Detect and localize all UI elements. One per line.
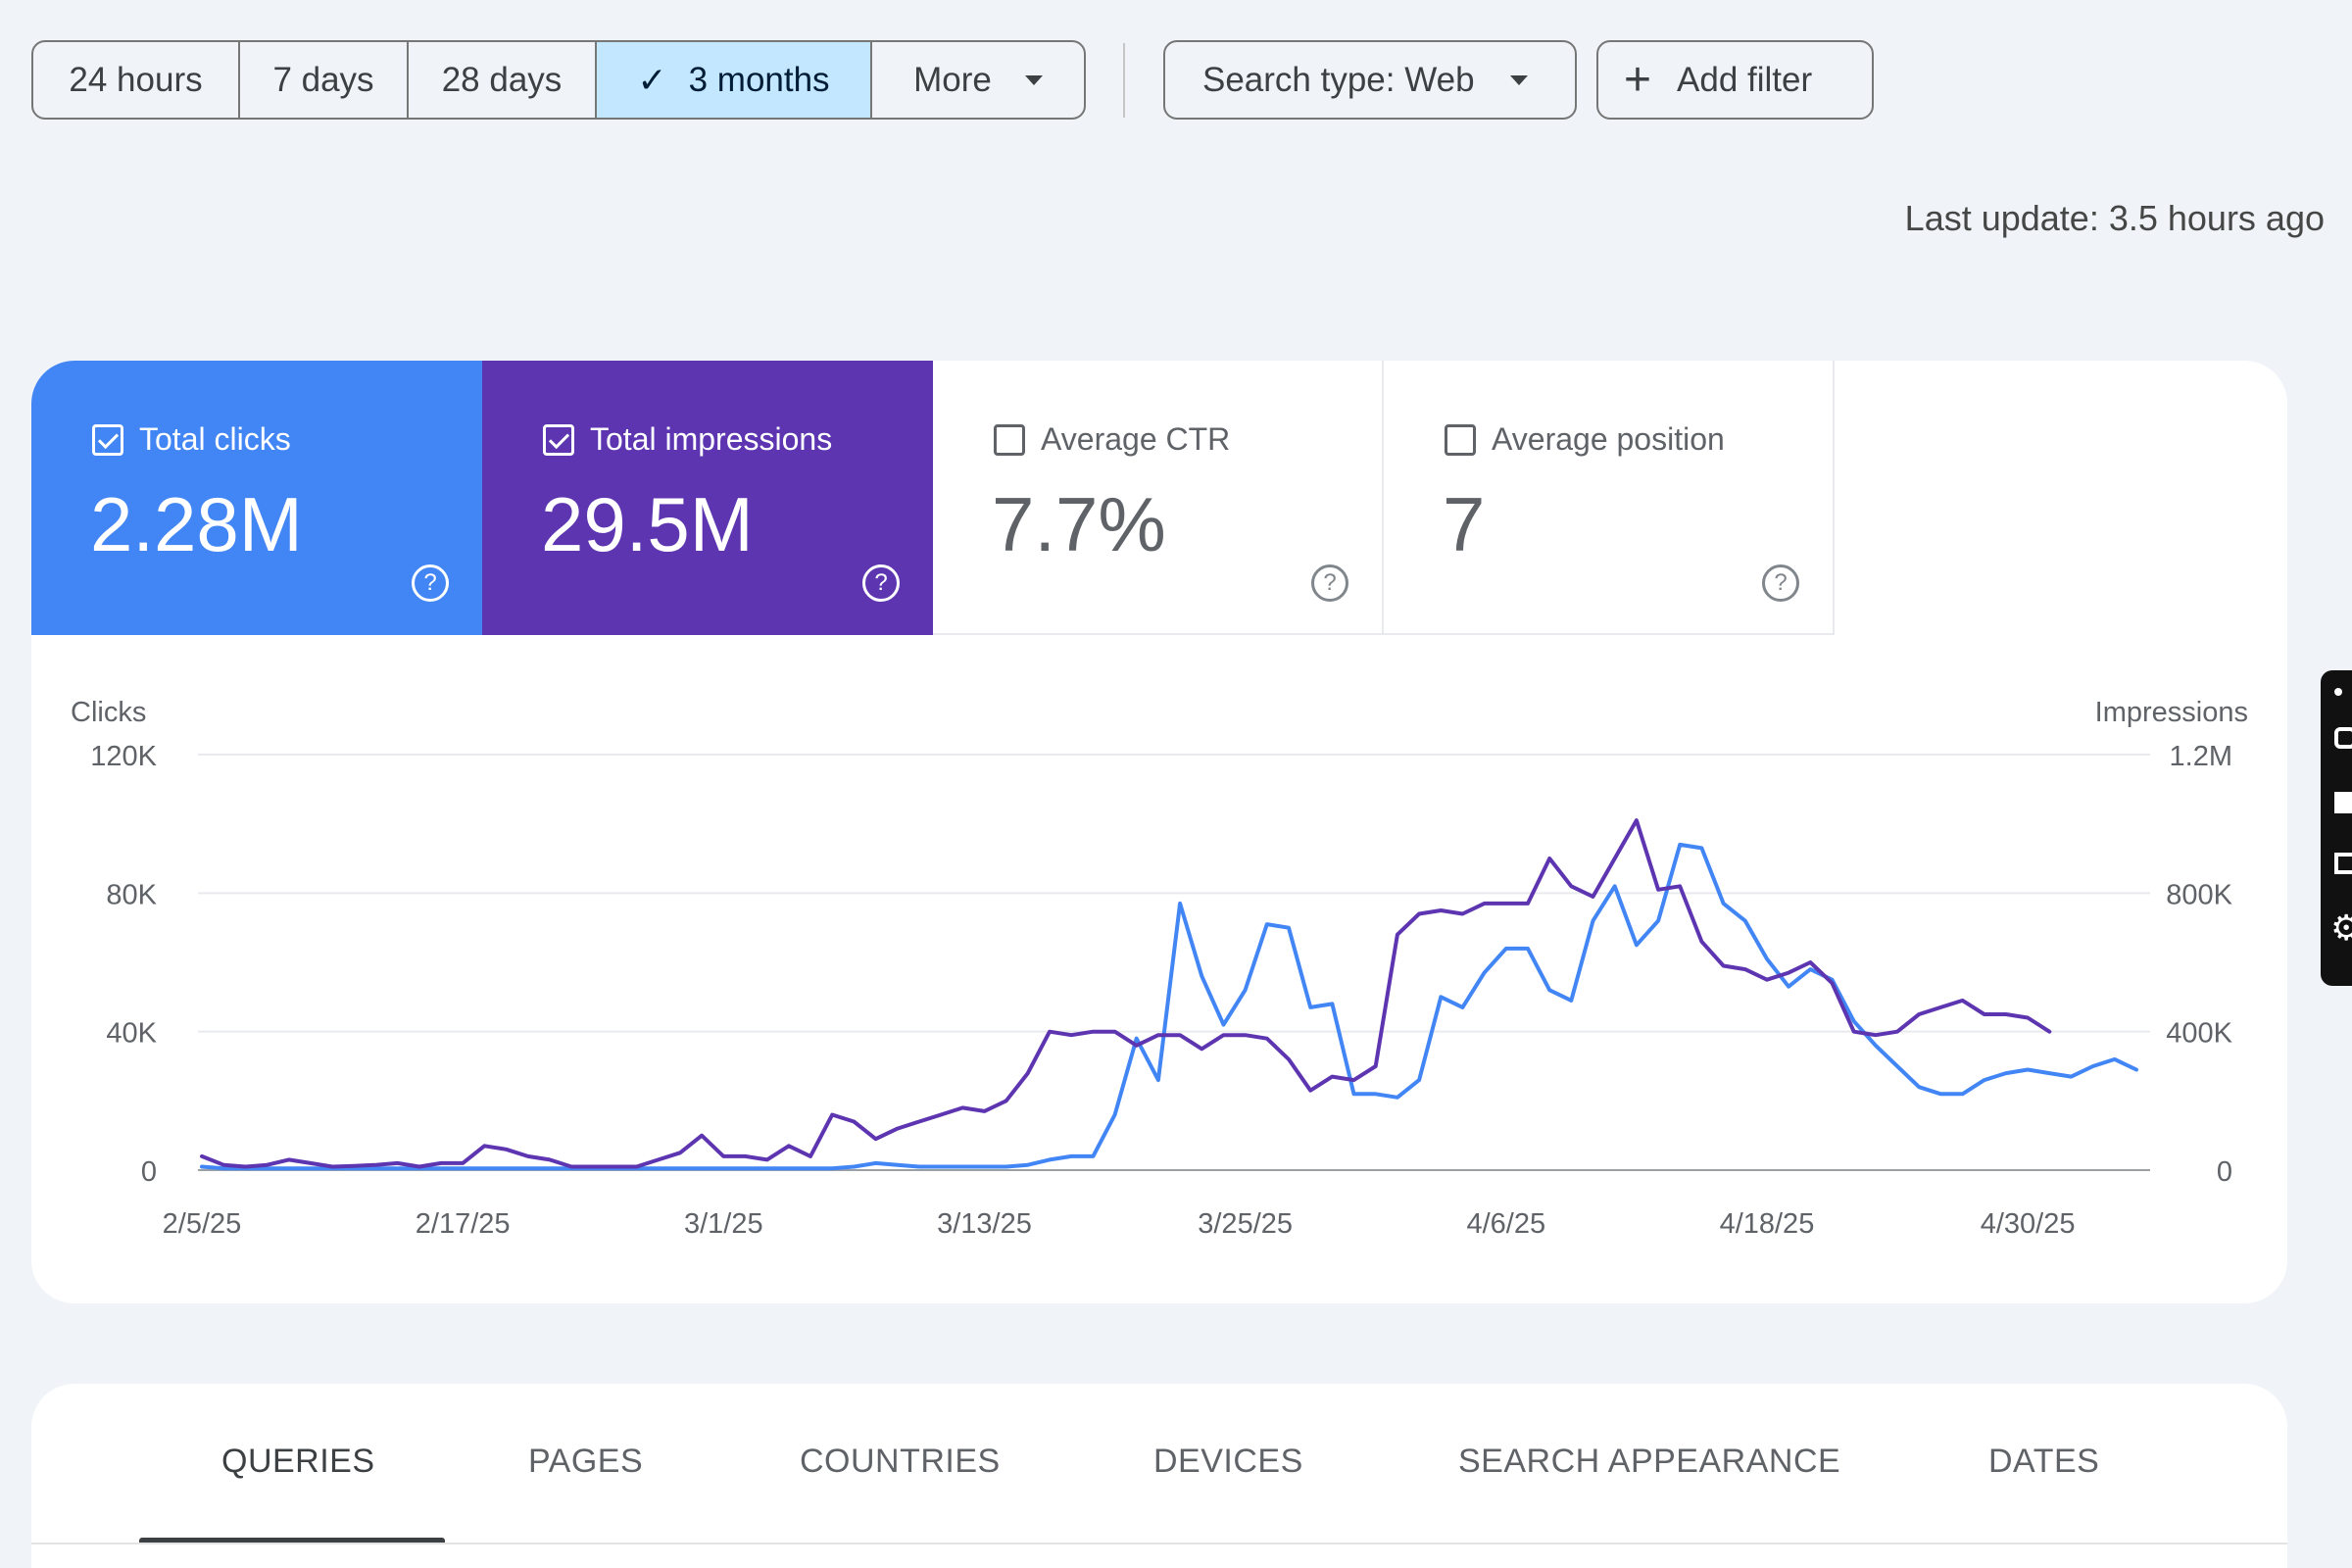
tabs-divider xyxy=(31,1543,2287,1544)
range-label: 7 days xyxy=(272,60,374,99)
metric-value: 2.28M xyxy=(90,481,303,567)
metric-label: Total impressions xyxy=(590,421,833,457)
range-label: More xyxy=(913,60,992,99)
range-label: 3 months xyxy=(688,60,830,99)
y-tick-label-left: 40K xyxy=(106,1018,157,1050)
tab-queries[interactable]: QUERIES xyxy=(221,1443,375,1480)
caret-down-icon xyxy=(1024,74,1043,85)
x-tick-label: 3/1/25 xyxy=(684,1208,763,1240)
y-tick-label-right: 1.2M xyxy=(2170,741,2232,772)
help-icon[interactable]: ? xyxy=(1311,564,1348,602)
tab-devices[interactable]: DEVICES xyxy=(1153,1443,1303,1480)
help-icon[interactable]: ? xyxy=(412,564,449,602)
x-tick-label: 4/30/25 xyxy=(1981,1208,2076,1240)
x-tick-label: 3/13/25 xyxy=(937,1208,1032,1240)
dot-icon[interactable] xyxy=(2334,688,2342,696)
x-tick-label: 4/6/25 xyxy=(1466,1208,1545,1240)
window-icon[interactable] xyxy=(2334,853,2352,874)
range-more-button[interactable]: More xyxy=(872,42,1084,118)
performance-chart[interactable]: 120K 1.2M 80K 800K 40K 400K 0 0 Clicks Impression… xyxy=(31,655,2287,1282)
metric-label: Average CTR xyxy=(1041,421,1231,457)
plus-icon: + xyxy=(1624,53,1652,106)
performance-card: Total clicks 2.28M ? Total impressions 2… xyxy=(31,361,2287,1303)
add-filter-button[interactable]: + Add filter xyxy=(1596,40,1874,120)
range-28-days-button[interactable]: 28 days xyxy=(409,42,597,118)
series-line-impressions xyxy=(200,818,2052,1169)
help-icon[interactable]: ? xyxy=(1762,564,1799,602)
metric-label: Total clicks xyxy=(139,421,291,457)
tab-dates[interactable]: DATES xyxy=(1988,1443,2100,1480)
search-type-label: Search type: Web xyxy=(1202,60,1475,99)
add-filter-label: Add filter xyxy=(1677,60,1813,99)
series-line-clicks xyxy=(200,842,2138,1171)
range-7-days-button[interactable]: 7 days xyxy=(240,42,409,118)
checkbox-icon[interactable] xyxy=(1445,423,1476,456)
dimension-tabs-card: QUERIES PAGES COUNTRIES DEVICES SEARCH A… xyxy=(31,1384,2287,1568)
square-icon[interactable] xyxy=(2334,792,2352,813)
date-range-selector: 24 hours 7 days 28 days ✓ 3 months More xyxy=(31,40,1086,120)
active-tab-indicator xyxy=(139,1538,445,1544)
gear-icon[interactable]: ⚙ xyxy=(2330,907,2352,948)
tab-pages[interactable]: PAGES xyxy=(528,1443,644,1480)
y-tick-label-right: 800K xyxy=(2166,879,2232,910)
caret-down-icon xyxy=(1509,74,1528,85)
side-toolbar: ⚙ xyxy=(2321,670,2352,986)
metric-total-clicks[interactable]: Total clicks 2.28M ? xyxy=(31,361,482,635)
metric-total-impressions[interactable]: Total impressions 29.5M ? xyxy=(482,361,933,635)
x-tick-label: 2/17/25 xyxy=(416,1208,511,1240)
range-label: 28 days xyxy=(441,60,563,99)
toolbar-divider xyxy=(1123,43,1125,118)
y-tick-label-left: 120K xyxy=(90,741,157,772)
metric-average-ctr[interactable]: Average CTR 7.7% ? xyxy=(933,361,1384,635)
metric-value: 7 xyxy=(1443,481,1486,567)
x-tick-label: 3/25/25 xyxy=(1198,1208,1293,1240)
tab-search-appearance[interactable]: SEARCH APPEARANCE xyxy=(1458,1443,1841,1480)
metric-average-position[interactable]: Average position 7 ? xyxy=(1384,361,1835,635)
last-update-text: Last update: 3.5 hours ago xyxy=(1904,198,2325,238)
checkbox-icon[interactable] xyxy=(994,423,1025,456)
y-axis-title-left: Clicks xyxy=(71,697,146,728)
checkbox-icon[interactable] xyxy=(92,423,123,456)
check-icon: ✓ xyxy=(637,59,667,100)
tab-countries[interactable]: COUNTRIES xyxy=(800,1443,1001,1480)
y-tick-label-right: 400K xyxy=(2166,1018,2232,1050)
metric-value: 7.7% xyxy=(992,481,1166,567)
camera-icon[interactable] xyxy=(2334,727,2352,749)
y-tick-label-right: 0 xyxy=(2217,1156,2232,1188)
y-tick-label-left: 80K xyxy=(106,879,157,910)
x-tick-label: 2/5/25 xyxy=(163,1208,242,1240)
range-24-hours-button[interactable]: 24 hours xyxy=(33,42,240,118)
y-tick-label-left: 0 xyxy=(141,1156,157,1188)
help-icon[interactable]: ? xyxy=(862,564,900,602)
range-label: 24 hours xyxy=(69,60,203,99)
metric-value: 29.5M xyxy=(541,481,754,567)
metric-label: Average position xyxy=(1492,421,1725,457)
checkbox-icon[interactable] xyxy=(543,423,574,456)
search-type-dropdown[interactable]: Search type: Web xyxy=(1163,40,1577,120)
y-axis-title-right: Impressions xyxy=(2095,697,2248,728)
range-3-months-button[interactable]: ✓ 3 months xyxy=(597,42,872,118)
x-tick-label: 4/18/25 xyxy=(1720,1208,1815,1240)
